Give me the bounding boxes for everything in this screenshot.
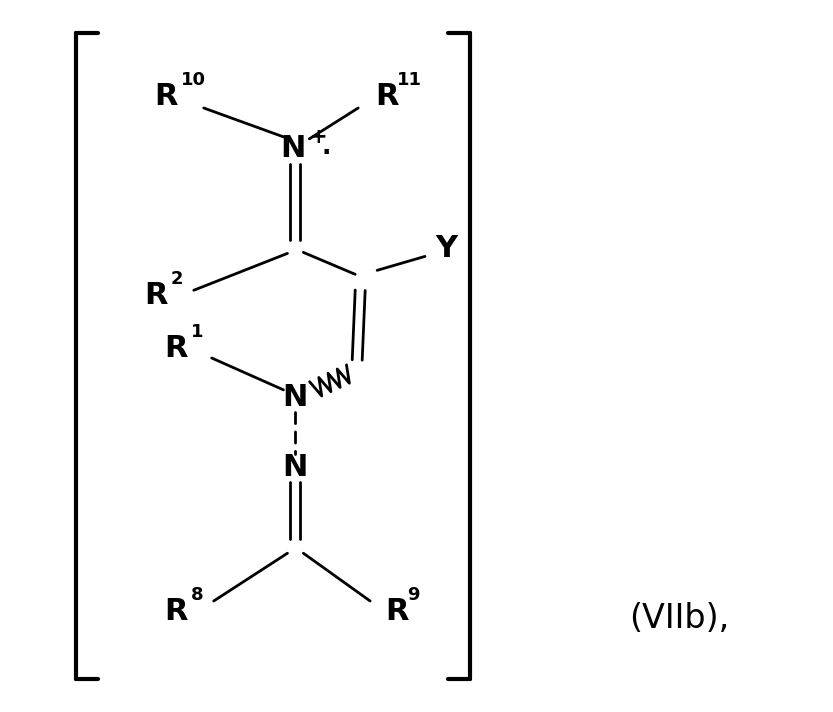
Text: N: N [281,135,306,163]
Text: N: N [282,453,308,482]
Text: N: N [282,383,308,412]
Text: 9: 9 [407,586,420,604]
Text: 1: 1 [191,323,203,341]
Text: 11: 11 [397,71,422,89]
Text: R: R [154,81,177,110]
Text: R: R [164,333,187,362]
Text: +: + [309,127,327,147]
Text: R: R [385,597,409,627]
Text: R: R [164,597,187,627]
Text: R: R [144,281,167,310]
Text: 2: 2 [171,271,183,288]
Text: 10: 10 [181,71,206,89]
Text: Y: Y [435,234,457,263]
Text: (VIIb),: (VIIb), [629,602,729,636]
Text: 8: 8 [191,586,203,604]
Text: R: R [375,81,399,110]
Text: .: . [322,135,331,159]
